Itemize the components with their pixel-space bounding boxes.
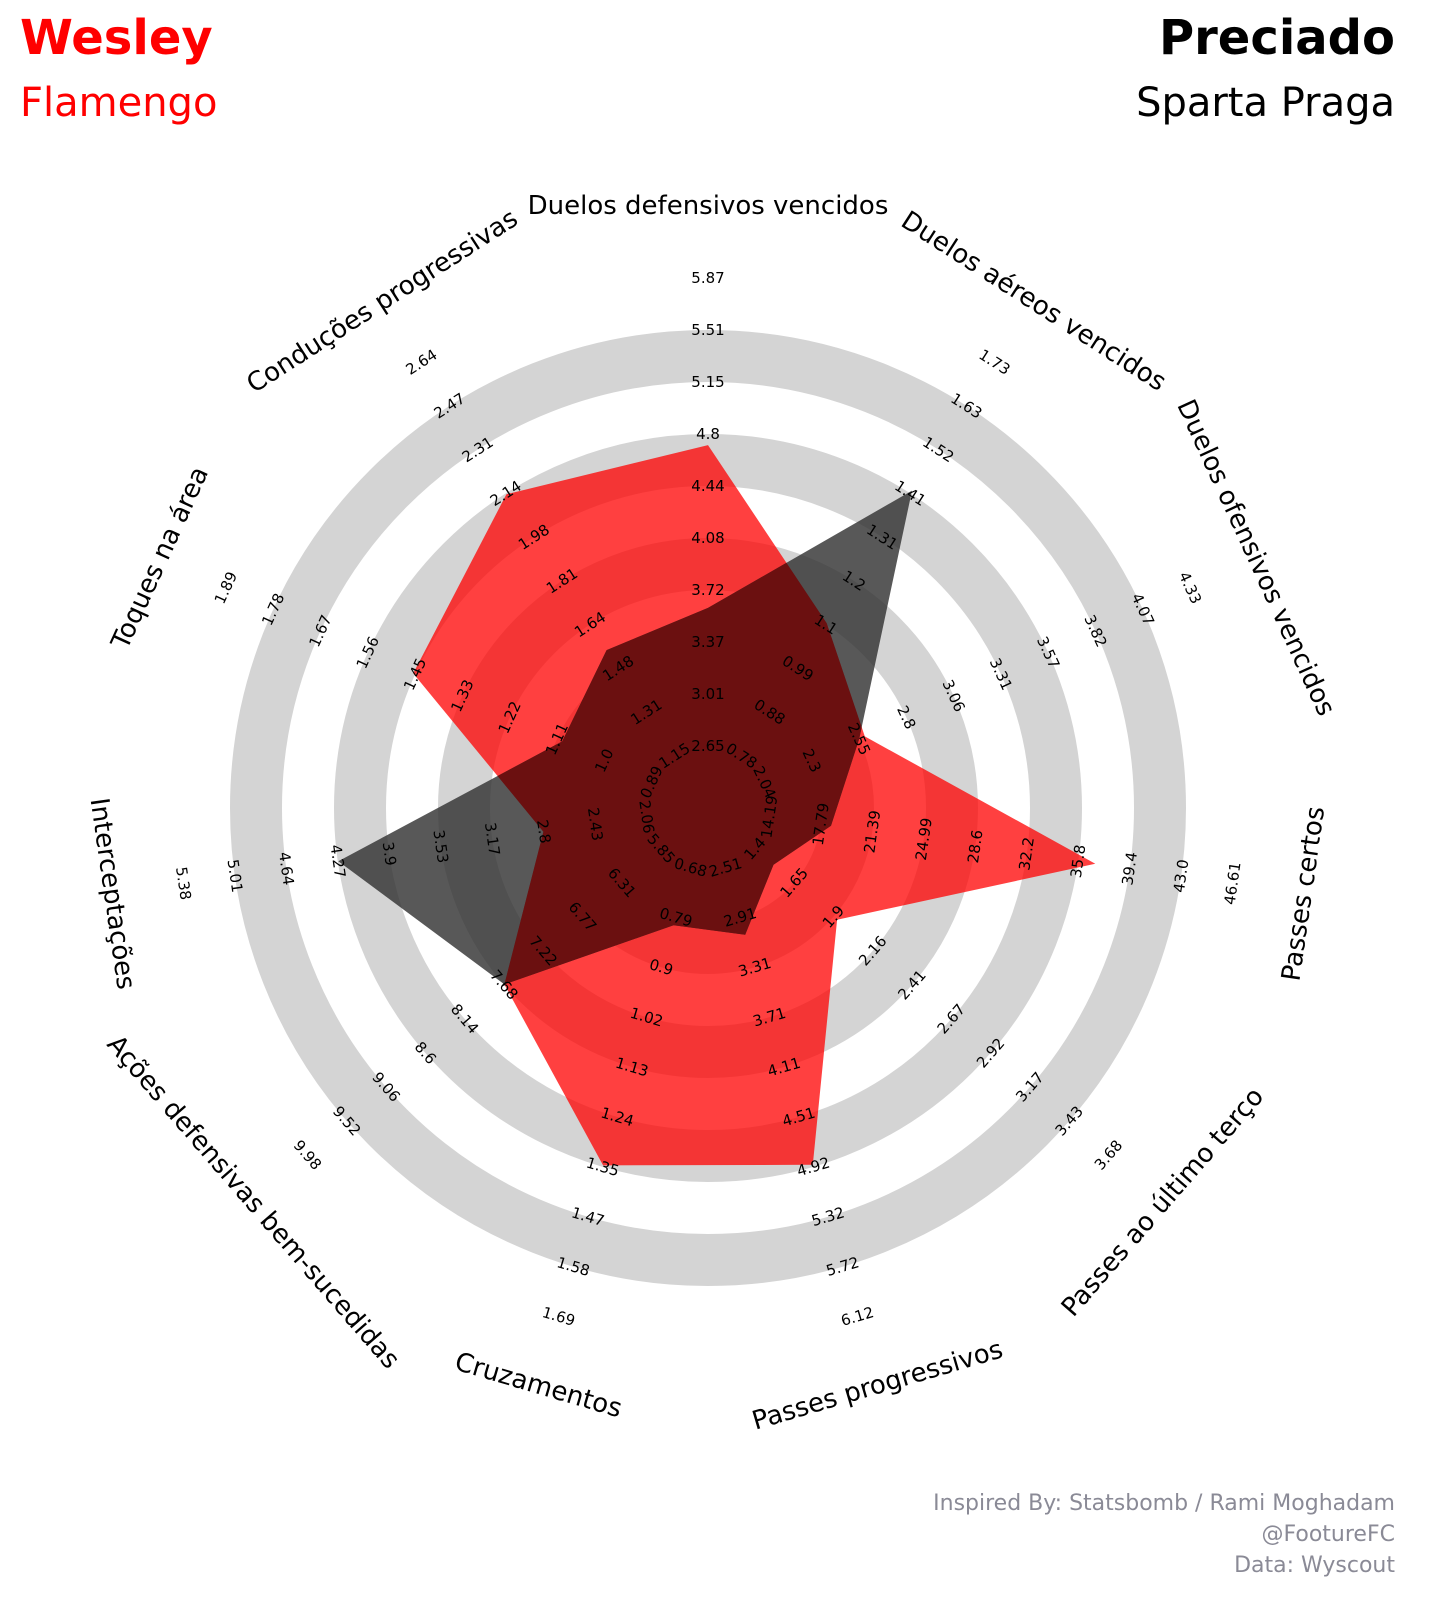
tick-label: 3.72	[691, 581, 724, 599]
axis-label: Toques na área	[105, 462, 214, 654]
axis-label: Duelos defensivos vencidos	[528, 191, 889, 221]
tick-label: 3.68	[1091, 1137, 1126, 1174]
tick-label: 5.38	[172, 866, 195, 902]
tick-label: 2.43	[584, 806, 607, 842]
axis-label: Conduções progressivas	[242, 204, 524, 400]
tick-label: 4.08	[691, 529, 724, 547]
axis-label: Passes ao último terço	[1056, 1082, 1270, 1323]
tick-label: 2.65	[691, 737, 724, 755]
tick-label: 39.4	[1118, 851, 1141, 887]
tick-label: 28.6	[964, 829, 987, 865]
credits-data-source: Data: Wyscout	[1234, 1553, 1395, 1578]
tick-label: 3.53	[429, 829, 452, 865]
tick-label: 21.39	[860, 809, 884, 854]
tick-label: 3.9	[379, 841, 400, 867]
tick-label: 5.87	[691, 269, 724, 287]
tick-label: 35.8	[1067, 843, 1090, 879]
tick-label: 5.15	[691, 373, 724, 391]
axis-label: Passes certos	[1277, 804, 1332, 982]
player1-name: Wesley	[20, 10, 213, 66]
tick-label: 3.37	[691, 633, 724, 651]
tick-label: 46.61	[1221, 861, 1245, 906]
tick-label: 32.2	[1015, 836, 1038, 872]
player2-name: Preciado	[1158, 10, 1395, 66]
axis-label: Duelos ofensivos vencidos	[1170, 395, 1340, 721]
tick-label: 2.64	[403, 346, 441, 379]
tick-label: 14.19	[757, 794, 781, 839]
radar-ring-band	[230, 330, 1186, 1286]
credits: Inspired By: Statsbomb / Rami Moghadam @…	[933, 1488, 1395, 1581]
tick-label: 0.9	[647, 955, 675, 979]
credits-inspired-by: Inspired By: Statsbomb / Rami Moghadam	[933, 1491, 1395, 1516]
tick-label: 5.51	[691, 321, 724, 339]
tick-label: 4.27	[326, 843, 349, 879]
player2-team: Sparta Praga	[1136, 80, 1395, 126]
tick-label: 1.69	[540, 1303, 577, 1330]
player1-team: Flamengo	[20, 80, 218, 126]
tick-label: 43.0	[1170, 858, 1193, 894]
tick-label: 6.12	[839, 1303, 876, 1330]
axis-label: Interceptações	[84, 796, 141, 991]
tick-label: 2.06	[635, 799, 658, 835]
tick-label: 1.89	[211, 569, 241, 607]
tick-label: 9.98	[290, 1137, 325, 1174]
tick-label: 2.8	[533, 819, 554, 845]
tick-label: 3.01	[691, 685, 724, 703]
tick-label: 5.01	[224, 858, 247, 894]
axis-label: Cruzamentos	[451, 1347, 625, 1424]
axis-label: Duelos aéreos vencidos	[896, 206, 1172, 398]
tick-label: 4.33	[1175, 569, 1205, 607]
tick-label: 4.64	[275, 851, 298, 887]
axis-label: Passes progressivos	[749, 1335, 1007, 1437]
tick-label: 17.79	[809, 802, 833, 847]
tick-label: 4.8	[696, 425, 720, 443]
tick-label: 1.73	[976, 346, 1014, 379]
tick-label: 4.44	[691, 477, 724, 495]
credits-handle: @FootureFC	[1261, 1522, 1395, 1547]
tick-label: 24.99	[912, 816, 936, 861]
tick-label: 3.17	[481, 821, 504, 857]
